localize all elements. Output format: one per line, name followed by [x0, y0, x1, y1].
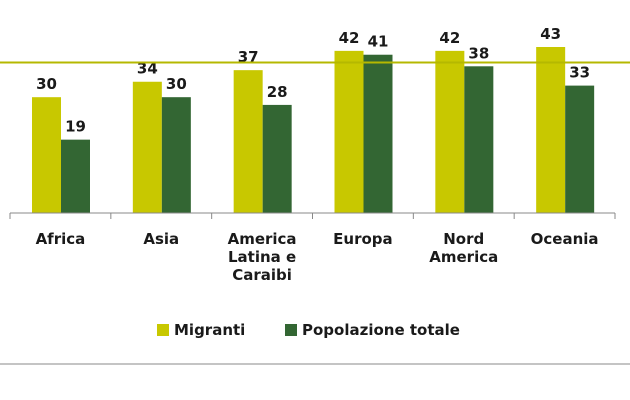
value-label: 30 [36, 75, 57, 93]
bar-popolazione-3 [364, 55, 393, 213]
bar-popolazione-2 [263, 105, 292, 213]
legend-swatch-1 [285, 324, 297, 336]
category-label: America Latina e Caraibi [228, 230, 297, 284]
value-label: 37 [238, 48, 259, 66]
legend-label-1: Popolazione totale [302, 321, 460, 339]
legend: Migranti Popolazione totale [157, 321, 460, 339]
value-label: 41 [368, 33, 389, 51]
category-label-line: America [429, 248, 498, 266]
bar-migranti-3 [335, 51, 364, 213]
category-label-line: Nord [443, 230, 484, 248]
value-label: 30 [166, 75, 187, 93]
value-label: 33 [569, 64, 590, 82]
bar-popolazione-0 [61, 140, 90, 213]
bar-popolazione-4 [464, 66, 493, 213]
category-label: Europa [333, 230, 393, 248]
bar-migranti-1 [133, 82, 162, 213]
legend-swatch-0 [157, 324, 169, 336]
category-label-line: Asia [143, 230, 179, 248]
category-label-line: Oceania [531, 230, 599, 248]
bar-migranti-2 [234, 70, 263, 213]
bar-migranti-0 [32, 97, 61, 213]
value-label: 43 [540, 25, 561, 43]
bar-migranti-5 [536, 47, 565, 213]
category-label: Africa [36, 230, 86, 248]
category-label-line: Europa [333, 230, 393, 248]
category-label-line: Latina e [228, 248, 296, 266]
value-label: 42 [339, 29, 360, 47]
value-label: 42 [439, 29, 460, 47]
legend-label-0: Migranti [174, 321, 245, 339]
category-label: Oceania [531, 230, 599, 248]
category-label-line: America [228, 230, 297, 248]
category-label-line: Caraibi [232, 266, 292, 284]
category-label: Nord America [429, 230, 498, 266]
value-label: 28 [267, 83, 288, 101]
category-label-line: Africa [36, 230, 86, 248]
bar-popolazione-5 [565, 86, 594, 213]
category-label: Asia [143, 230, 179, 248]
value-label: 19 [65, 118, 86, 136]
bar-migranti-4 [435, 51, 464, 213]
bar-popolazione-1 [162, 97, 191, 213]
value-label: 38 [468, 44, 489, 62]
